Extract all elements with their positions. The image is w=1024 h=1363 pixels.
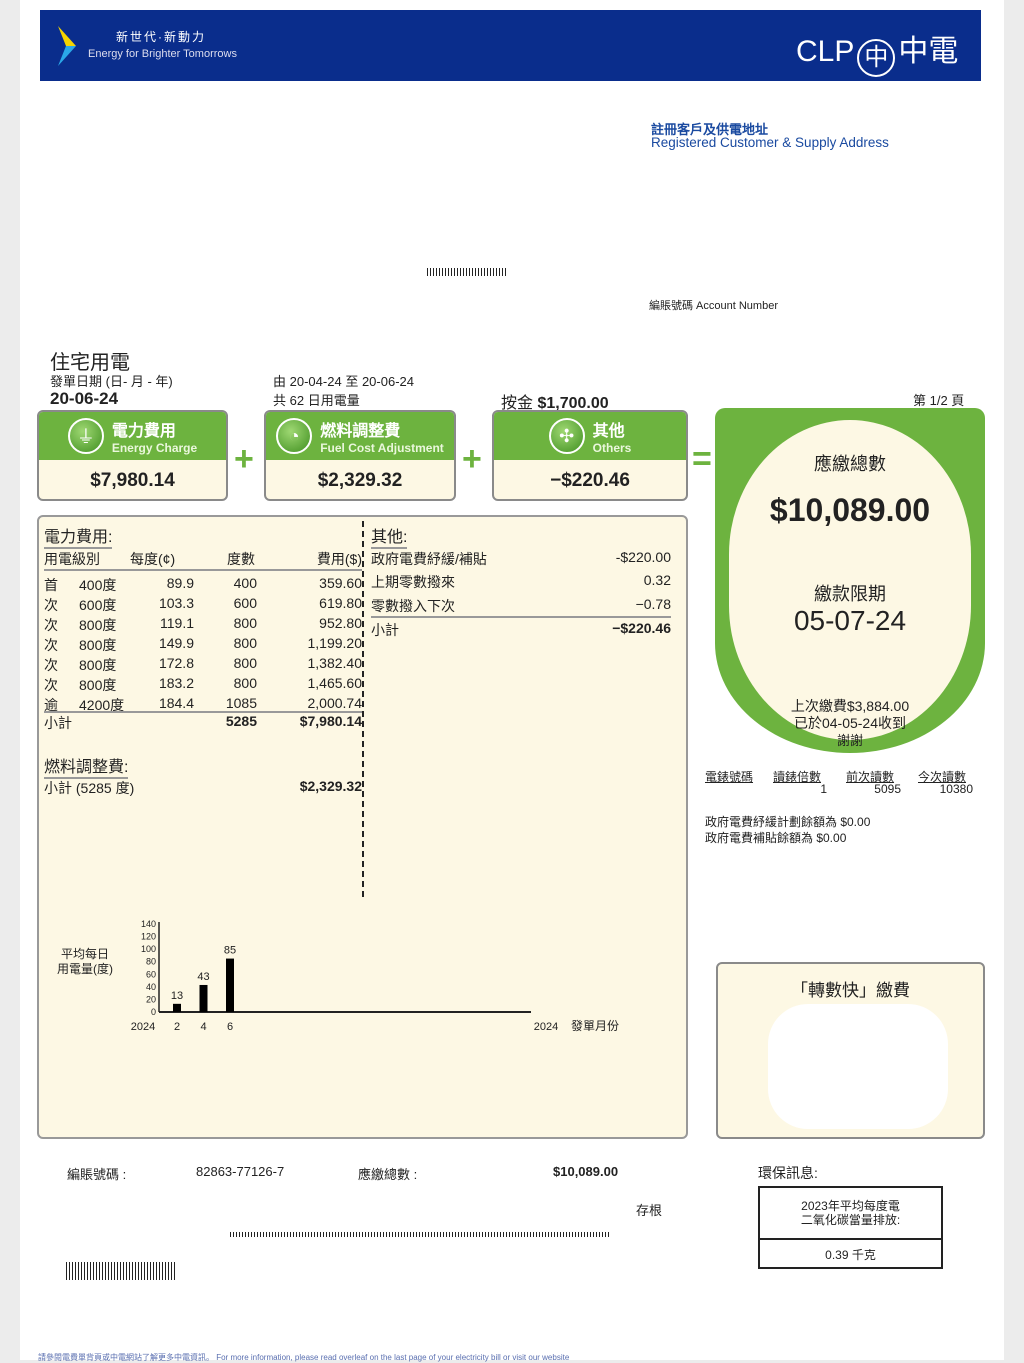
fps-title: 「轉數快」繳費	[791, 981, 910, 1000]
others-subtotal-row: 小計 −$220.46	[371, 620, 671, 638]
billing-days: 共 62 日用電量	[273, 393, 360, 408]
fps-qr-redacted	[768, 1004, 948, 1129]
clp-logo: CLP 中中電	[796, 26, 958, 77]
fps-payment-box: 「轉數快」繳費	[716, 962, 985, 1139]
address-title-en: Registered Customer & Supply Address	[651, 135, 889, 150]
bar-value-label: 85	[224, 945, 236, 957]
others-icon: ✣	[548, 418, 585, 454]
energy-title: 電力費用:	[44, 523, 113, 549]
eco-label: 環保訊息:	[758, 1165, 818, 1181]
table-row: 次 800度 172.8 800 1,382.40	[44, 655, 362, 673]
energy-charge-table: 電力費用: 用電級別 每度(¢) 度數 費用($) 首 400度 89.9 400 35…	[44, 523, 362, 796]
plug-icon: ⏚	[67, 418, 104, 454]
bill-date-label: 發單日期 (日- 月 - 年)	[50, 374, 173, 389]
bar	[226, 958, 234, 1012]
x-tick-label: 2	[174, 1021, 180, 1033]
header-banner: 新世代·新動力 Energy for Brighter Tomorrows CL…	[40, 10, 981, 81]
subsidy-balance: 政府電費補貼餘額為 $0.00	[705, 831, 847, 845]
eco-value: 0.39 千克	[825, 1248, 876, 1262]
stub-account-label: 編賬號碼 :	[67, 1167, 127, 1182]
table-row: 次 800度 119.1 800 952.80	[44, 615, 362, 633]
table-row: 次 800度 183.2 800 1,465.60	[44, 675, 362, 693]
clp-circle-icon: 中	[857, 39, 896, 77]
bill-date: 20-06-24	[50, 389, 119, 408]
y-tick-label: 80	[146, 957, 156, 967]
y-tick-label: 140	[141, 919, 156, 929]
logo-zh: 中電	[898, 35, 959, 68]
equals-sign: =	[692, 440, 712, 478]
total-due-card: 應繳總數 $10,089.00 繳款限期 05-07-24 上次繳費$3,884…	[715, 408, 985, 753]
others-card: ✣ 其他 Others −$220.46	[492, 410, 688, 501]
energy-charge-card: ⏚ 電力費用 Energy Charge $7,980.14	[37, 410, 228, 501]
address-title-zh: 註冊客戶及供電地址	[651, 122, 769, 137]
others-table: 其他: 政府電費紓緩/補貼 -$220.00 上期零數撥來 0.32 零數撥入下次 −…	[371, 523, 671, 643]
x-start-label: 2024	[131, 1021, 155, 1033]
y-tick-label: 20	[146, 994, 156, 1004]
payment-received: 已於04-05-24收到	[793, 715, 907, 731]
daily-usage-chart: 0 20 40 60 80 100 120 140 13 2 43 4 85 6 2024 2024 發單月份	[131, 919, 619, 1033]
plus-sign: +	[234, 440, 254, 478]
bar-value-label: 13	[171, 990, 183, 1002]
bar-value-label: 43	[197, 971, 209, 983]
plus-sign: +	[462, 440, 482, 478]
page-number: 第 1/2 頁	[913, 393, 965, 408]
eco-box: 2023年平均每度電 二氧化碳當量排放: 0.39 千克	[758, 1186, 943, 1269]
last-payment: 上次繳費$3,884.00	[790, 698, 910, 714]
bar	[173, 1003, 181, 1012]
relief-balance: 政府電費紓緩計劃餘額為 $0.00	[705, 815, 871, 829]
table-row: 次 600度 103.3 600 619.80	[44, 595, 362, 613]
x-end-label: 2024	[534, 1021, 558, 1033]
stub-account: 82863-77126-7	[196, 1164, 285, 1179]
table-row: 次 800度 149.9 800 1,199.20	[44, 635, 362, 653]
due-date: 05-07-24	[793, 605, 907, 636]
table-row: 逾 4200度 184.4 1085 2,000.74	[44, 695, 362, 713]
barcode	[427, 268, 507, 276]
energy-subtotal-row: 小計 5285 $7,980.14	[44, 713, 362, 731]
others-amount: −$220.46	[550, 470, 630, 491]
fuel-subtotal-row: 小計 (5285 度) $2,329.32	[44, 778, 362, 796]
gauge-icon: ◔	[276, 418, 313, 454]
total-amount: $10,089.00	[769, 492, 931, 528]
divider	[362, 521, 364, 897]
due-date-label: 繳款限期	[814, 584, 886, 604]
footer-note: 請參閱電費單背頁或中電網站了解更多中電資訊。 For more informat…	[38, 1353, 570, 1362]
account-number-label: 編賬號碼 Account Number	[649, 300, 778, 312]
stub-total-label: 應繳總數 :	[358, 1167, 418, 1182]
table-row: 首 400度 89.9 400 359.60	[44, 575, 362, 593]
slogan-zh: 新世代·新動力	[116, 30, 206, 44]
x-tick-label: 4	[200, 1021, 206, 1033]
logo-text: CLP	[796, 35, 855, 68]
y-tick-label: 120	[141, 932, 156, 942]
eco-desc: 2023年平均每度電 二氧化碳當量排放:	[800, 1199, 901, 1227]
table-header: 用電級別 每度(¢) 度數 費用($)	[44, 549, 362, 571]
bill-type: 住宅用電	[50, 352, 130, 374]
billing-period: 由 20-04-24 至 20-06-24	[273, 374, 414, 389]
y-tick-label: 40	[146, 982, 156, 992]
stub-label: 存根	[636, 1203, 663, 1218]
fuel-cost-amount: $2,329.32	[317, 470, 403, 491]
x-tick-label: 6	[227, 1021, 233, 1033]
energy-charge-amount: $7,980.14	[90, 470, 175, 491]
payment-barcode-2	[66, 1262, 176, 1280]
y-tick-label: 60	[146, 969, 156, 979]
bar	[199, 984, 208, 1012]
y-tick-label: 100	[141, 944, 156, 954]
thanks: 謝謝	[836, 733, 863, 748]
fuel-title: 燃料調整費:	[44, 753, 129, 779]
x-axis-label: 發單月份	[571, 1018, 619, 1033]
slogan-en: Energy for Brighter Tomorrows	[88, 48, 237, 60]
stub-total: $10,089.00	[553, 1164, 619, 1179]
chart-ylabel: 平均每日 用電量(度)	[57, 947, 113, 976]
clp-chevron-logo-icon	[58, 26, 76, 66]
fuel-cost-card: ◔ 燃料調整費 Fuel Cost Adjustment $2,329.32	[264, 410, 456, 501]
payment-barcode	[230, 1232, 610, 1237]
total-label: 應繳總數	[814, 454, 886, 474]
others-title: 其他:	[371, 523, 408, 549]
deposit: 按金 $1,700.00	[501, 395, 609, 412]
y-tick-label: 0	[151, 1007, 156, 1017]
charges-detail-panel: 電力費用: 用電級別 每度(¢) 度數 費用($) 首 400度 89.9 400 35…	[37, 515, 688, 1139]
